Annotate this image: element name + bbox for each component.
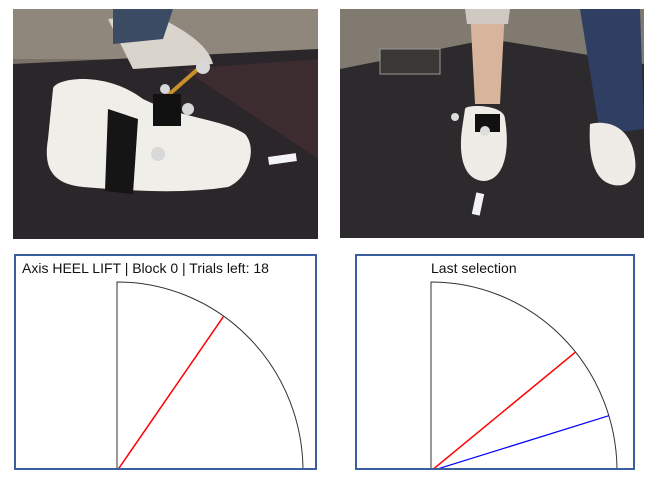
target-angle-line <box>117 316 224 468</box>
selected-angle-line <box>431 416 609 468</box>
last-selection-panel: Last selection <box>355 254 635 470</box>
target-angle-line <box>431 352 576 468</box>
angle-quadrant-right <box>357 256 633 468</box>
quadrant-outline <box>117 282 303 468</box>
photo-foot-front-view <box>340 9 644 238</box>
trial-panel: Axis HEEL LIFT | Block 0 | Trials left: … <box>14 254 317 470</box>
quadrant-outline <box>431 282 617 468</box>
angle-quadrant-left[interactable] <box>16 256 315 468</box>
photo-foot-side-view <box>13 9 318 239</box>
